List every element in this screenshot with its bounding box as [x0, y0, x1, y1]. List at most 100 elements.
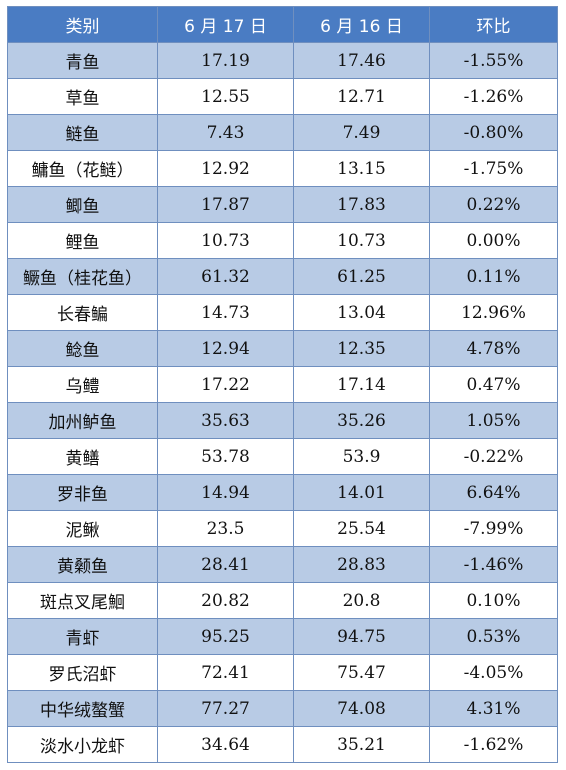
cell-jun16: 61.25: [293, 258, 430, 295]
cell-category: 斑点叉尾鮰: [7, 582, 158, 619]
table-row: 黄鳝 53.78 53.9 -0.22%: [7, 438, 558, 475]
cell-category: 鳙鱼（花鲢）: [7, 150, 158, 187]
cell-change: 12.96%: [429, 294, 558, 331]
table-row: 斑点叉尾鮰 20.82 20.8 0.10%: [7, 582, 558, 619]
table-row: 鲶鱼 12.94 12.35 4.78%: [7, 330, 558, 367]
cell-category: 乌鳢: [7, 366, 158, 403]
cell-change: -1.75%: [429, 150, 558, 187]
cell-jun16: 17.14: [293, 366, 430, 403]
cell-jun17: 61.32: [157, 258, 294, 295]
table-row: 乌鳢 17.22 17.14 0.47%: [7, 366, 558, 403]
cell-jun16: 14.01: [293, 474, 430, 511]
table-row: 青鱼 17.19 17.46 -1.55%: [7, 42, 558, 79]
cell-change: -1.62%: [429, 726, 558, 763]
cell-change: -4.05%: [429, 654, 558, 691]
cell-jun16: 17.83: [293, 186, 430, 223]
cell-category: 青鱼: [7, 42, 158, 79]
cell-change: 4.78%: [429, 330, 558, 367]
cell-jun17: 77.27: [157, 690, 294, 727]
cell-jun17: 14.94: [157, 474, 294, 511]
table-row: 鲫鱼 17.87 17.83 0.22%: [7, 186, 558, 223]
table-row: 鲤鱼 10.73 10.73 0.00%: [7, 222, 558, 259]
cell-category: 罗氏沼虾: [7, 654, 158, 691]
cell-category: 中华绒螯蟹: [7, 690, 158, 727]
cell-change: -1.46%: [429, 546, 558, 583]
table-row: 鳙鱼（花鲢） 12.92 13.15 -1.75%: [7, 150, 558, 187]
cell-category: 长春鳊: [7, 294, 158, 331]
cell-change: 0.00%: [429, 222, 558, 259]
cell-category: 草鱼: [7, 78, 158, 115]
header-jun17: 6 月 17 日: [157, 6, 294, 43]
cell-jun16: 13.15: [293, 150, 430, 187]
cell-jun17: 20.82: [157, 582, 294, 619]
cell-jun17: 17.19: [157, 42, 294, 79]
cell-jun16: 35.21: [293, 726, 430, 763]
cell-category: 淡水小龙虾: [7, 726, 158, 763]
cell-change: 0.22%: [429, 186, 558, 223]
cell-category: 加州鲈鱼: [7, 402, 158, 439]
cell-jun16: 13.04: [293, 294, 430, 331]
price-table: 类别 6 月 17 日 6 月 16 日 环比 青鱼 17.19 17.46 -1.5…: [7, 6, 558, 763]
cell-change: 0.53%: [429, 618, 558, 655]
cell-jun16: 25.54: [293, 510, 430, 547]
table-header: 类别 6 月 17 日 6 月 16 日 环比: [7, 6, 558, 43]
cell-category: 鲢鱼: [7, 114, 158, 151]
cell-jun17: 12.55: [157, 78, 294, 115]
cell-change: -0.80%: [429, 114, 558, 151]
cell-jun17: 17.22: [157, 366, 294, 403]
table-row: 加州鲈鱼 35.63 35.26 1.05%: [7, 402, 558, 439]
table-row: 罗氏沼虾 72.41 75.47 -4.05%: [7, 654, 558, 691]
cell-jun16: 10.73: [293, 222, 430, 259]
cell-change: 0.11%: [429, 258, 558, 295]
cell-jun16: 20.8: [293, 582, 430, 619]
cell-category: 鳜鱼（桂花鱼）: [7, 258, 158, 295]
cell-change: -7.99%: [429, 510, 558, 547]
cell-change: -1.55%: [429, 42, 558, 79]
cell-jun16: 35.26: [293, 402, 430, 439]
cell-change: 0.47%: [429, 366, 558, 403]
cell-jun17: 14.73: [157, 294, 294, 331]
cell-jun16: 7.49: [293, 114, 430, 151]
cell-change: 4.31%: [429, 690, 558, 727]
cell-jun17: 10.73: [157, 222, 294, 259]
header-jun16: 6 月 16 日: [293, 6, 430, 43]
table-row: 淡水小龙虾 34.64 35.21 -1.62%: [7, 726, 558, 763]
cell-jun16: 53.9: [293, 438, 430, 475]
cell-jun17: 12.92: [157, 150, 294, 187]
cell-category: 鲤鱼: [7, 222, 158, 259]
cell-jun16: 28.83: [293, 546, 430, 583]
cell-jun17: 95.25: [157, 618, 294, 655]
header-row: 类别 6 月 17 日 6 月 16 日 环比: [7, 6, 558, 43]
cell-category: 黄鳝: [7, 438, 158, 475]
cell-jun16: 12.35: [293, 330, 430, 367]
header-category: 类别: [7, 6, 158, 43]
cell-jun16: 17.46: [293, 42, 430, 79]
table-row: 长春鳊 14.73 13.04 12.96%: [7, 294, 558, 331]
header-change: 环比: [429, 6, 558, 43]
cell-jun17: 7.43: [157, 114, 294, 151]
cell-change: 0.10%: [429, 582, 558, 619]
cell-change: 6.64%: [429, 474, 558, 511]
cell-jun17: 23.5: [157, 510, 294, 547]
cell-jun17: 35.63: [157, 402, 294, 439]
cell-jun17: 72.41: [157, 654, 294, 691]
cell-jun17: 28.41: [157, 546, 294, 583]
table-row: 鳜鱼（桂花鱼） 61.32 61.25 0.11%: [7, 258, 558, 295]
cell-jun16: 12.71: [293, 78, 430, 115]
table-row: 黄颡鱼 28.41 28.83 -1.46%: [7, 546, 558, 583]
cell-jun16: 74.08: [293, 690, 430, 727]
table-row: 中华绒螯蟹 77.27 74.08 4.31%: [7, 690, 558, 727]
price-table-container: 类别 6 月 17 日 6 月 16 日 环比 青鱼 17.19 17.46 -1.5…: [7, 6, 558, 763]
cell-category: 黄颡鱼: [7, 546, 158, 583]
table-row: 草鱼 12.55 12.71 -1.26%: [7, 78, 558, 115]
cell-jun16: 75.47: [293, 654, 430, 691]
cell-category: 青虾: [7, 618, 158, 655]
table-row: 罗非鱼 14.94 14.01 6.64%: [7, 474, 558, 511]
cell-category: 罗非鱼: [7, 474, 158, 511]
cell-category: 鲶鱼: [7, 330, 158, 367]
table-row: 泥鳅 23.5 25.54 -7.99%: [7, 510, 558, 547]
cell-jun17: 34.64: [157, 726, 294, 763]
table-body: 青鱼 17.19 17.46 -1.55% 草鱼 12.55 12.71 -1.26% 鲢鱼 7.…: [7, 42, 558, 763]
cell-change: -1.26%: [429, 78, 558, 115]
table-row: 鲢鱼 7.43 7.49 -0.80%: [7, 114, 558, 151]
